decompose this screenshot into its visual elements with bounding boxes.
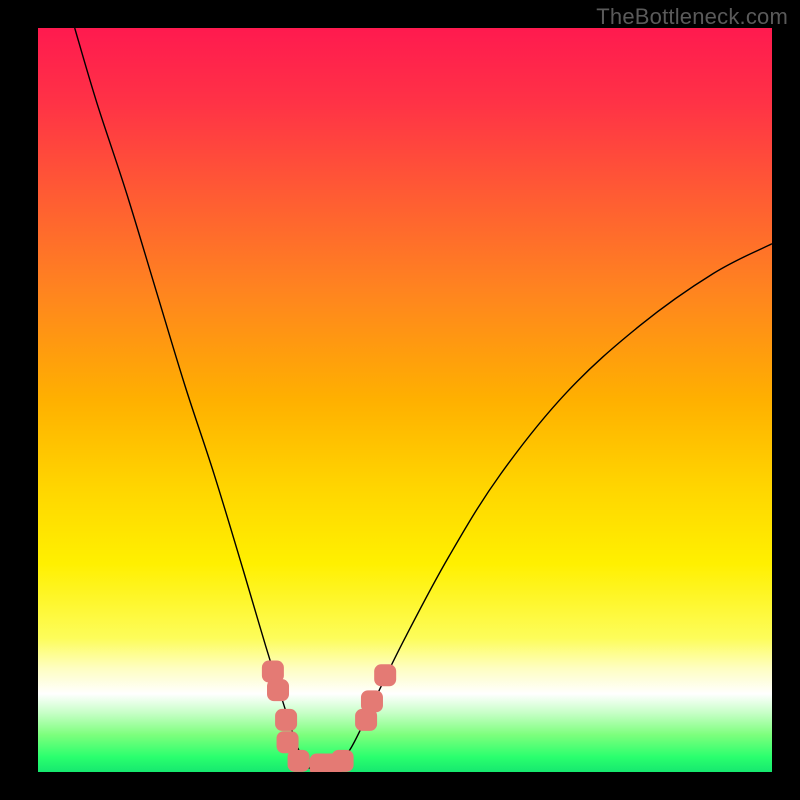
bottleneck-curve (75, 28, 772, 771)
watermark-text: TheBottleneck.com (596, 4, 788, 30)
marker (332, 750, 354, 772)
marker (361, 690, 383, 712)
marker (275, 709, 297, 731)
marker (288, 750, 310, 772)
markers-group (262, 661, 396, 772)
curve-layer (38, 28, 772, 772)
plot-area (38, 28, 772, 772)
marker (267, 679, 289, 701)
marker (374, 664, 396, 686)
